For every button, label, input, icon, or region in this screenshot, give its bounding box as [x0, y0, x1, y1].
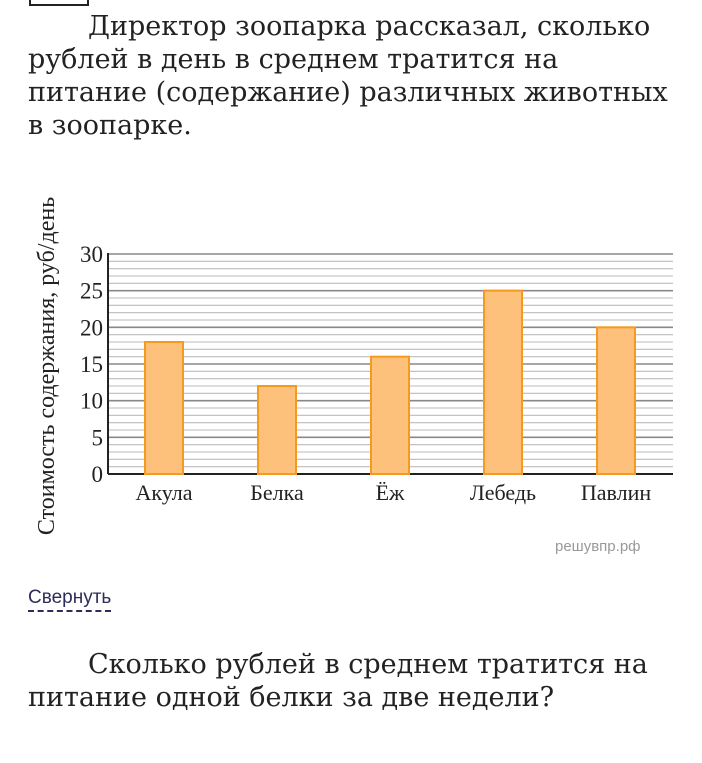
y-tick-label: 20: [80, 315, 103, 340]
y-tick-label: 25: [80, 279, 103, 304]
bar-4: [596, 326, 636, 476]
bar-0: [144, 341, 184, 475]
y-tick-label: 0: [92, 462, 104, 487]
collapse-link[interactable]: Свернуть: [28, 586, 112, 612]
y-tick-label: 10: [80, 389, 103, 414]
y-tick-label: 30: [80, 242, 103, 267]
answer-box: [29, 0, 89, 6]
x-tick-label: Белка: [250, 480, 304, 505]
intro-text: Директор зоопарка рассказал, сколько руб…: [28, 11, 668, 141]
x-tick-label: Павлин: [581, 480, 652, 505]
bar-3: [483, 289, 523, 475]
question-text: Сколько рублей в среднем тратится на пит…: [28, 649, 648, 713]
bar-1: [257, 385, 297, 475]
x-tick-label: Акула: [135, 480, 192, 505]
y-axis-label: Стоимость содержания, руб/день: [34, 197, 60, 535]
bar-2: [370, 355, 410, 475]
x-tick-label: Ёж: [376, 480, 405, 505]
y-tick-label: 5: [92, 425, 104, 450]
bar-chart: 0 5 10 15 20 25 30 Акула Белка Ёж Лебедь Павлин Ст…: [34, 197, 673, 535]
y-tick-label: 15: [80, 352, 103, 377]
x-tick-label: Лебедь: [470, 480, 536, 505]
watermark: решувпр.рф: [555, 538, 641, 555]
